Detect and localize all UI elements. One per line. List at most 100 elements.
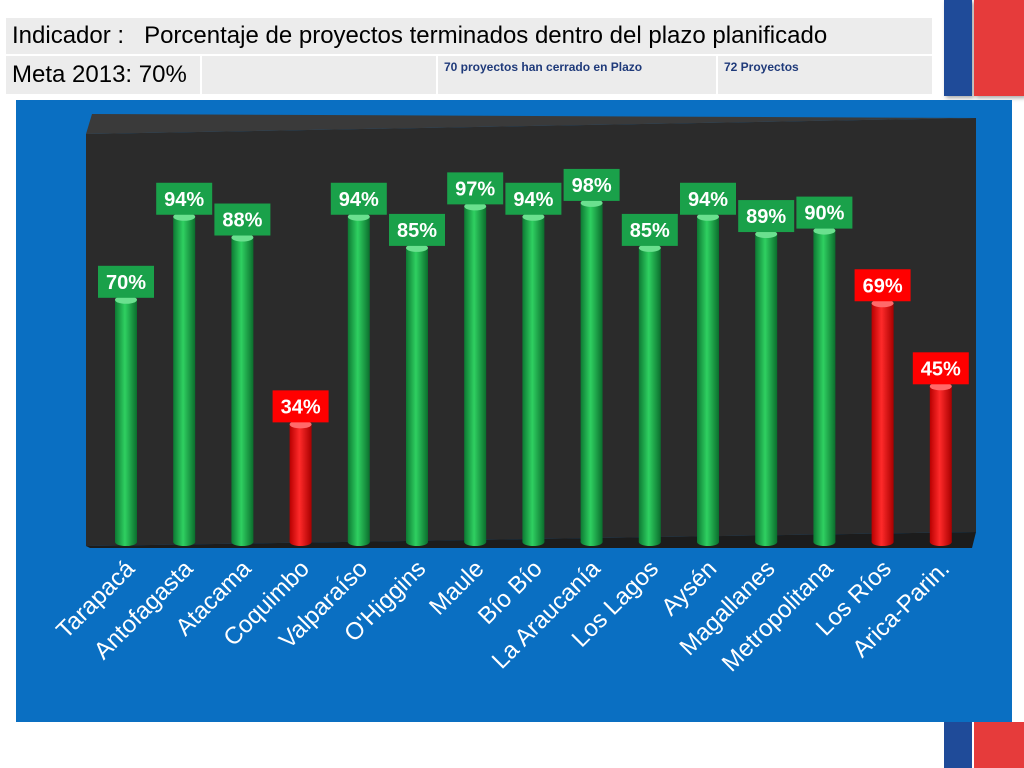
data-label-text: 85% [397, 220, 437, 242]
bar-body [755, 234, 778, 542]
data-label-4: 34% [272, 390, 329, 423]
bar-10 [638, 243, 661, 546]
chart-panel: 70% 94% 88% 34% 94% 85% 97% 94% 98% 85% 94% 89% 90% 6… [16, 100, 1012, 722]
indicator-row: Indicador : Porcentaje de proyectos termi… [3, 16, 935, 56]
data-label-6: 85% [389, 213, 445, 246]
bar-body [929, 386, 952, 542]
data-label-box [738, 200, 795, 233]
bar-cap [697, 212, 719, 221]
bar-base [697, 538, 719, 546]
bar-2 [173, 212, 196, 546]
data-label-10: 85% [621, 213, 678, 246]
bar-base [871, 538, 894, 546]
data-label-text: 98% [572, 175, 612, 197]
bar-12 [755, 230, 778, 546]
data-label-text: 34% [281, 396, 321, 418]
bar-cap [173, 212, 196, 221]
bar-chart: 70% 94% 88% 34% 94% 85% 97% 94% 98% 85% 94% 89% 90% 6… [51, 114, 976, 677]
bar-body [231, 237, 254, 542]
bar-base [929, 538, 952, 546]
indicator-text: Porcentaje de proyectos terminados dentr… [144, 22, 828, 49]
empty-cell [200, 54, 438, 96]
bar-body [173, 216, 196, 542]
data-label-8: 94% [505, 182, 562, 215]
bar-base [522, 538, 545, 546]
data-label-box [156, 182, 213, 215]
bar-11 [697, 212, 719, 546]
data-label-1: 70% [98, 265, 154, 298]
indicator-table: Indicador : Porcentaje de proyectos termi… [3, 16, 935, 96]
data-label-box [621, 213, 678, 246]
bar-body [638, 247, 661, 542]
bar-cap [871, 299, 894, 308]
bar-body [115, 299, 137, 542]
bar-body [464, 206, 487, 542]
bar-base [813, 538, 836, 546]
data-label-7: 97% [447, 172, 504, 205]
bar-7 [464, 202, 487, 546]
category-labels-layer: TarapacáAntofagastaAtacamaCoquimboValpar… [51, 555, 955, 677]
data-label-text: 94% [513, 189, 553, 211]
bar-base [115, 538, 137, 546]
bar-cap [464, 202, 487, 211]
data-label-text: 94% [339, 189, 379, 211]
bar-body [580, 202, 603, 543]
bar-base [580, 538, 603, 546]
data-label-text: 94% [164, 189, 204, 211]
bar-1 [115, 295, 137, 546]
bar-base [231, 538, 254, 546]
data-label-box [272, 390, 329, 423]
data-label-box [214, 203, 271, 236]
data-label-box [912, 352, 969, 385]
meta-row: Meta 2013: 70% 70 proyectos han cerrado … [4, 54, 935, 96]
data-label-9: 98% [563, 168, 620, 201]
data-label-box [389, 213, 445, 246]
bar-4 [289, 420, 312, 546]
bar-body [697, 216, 719, 542]
data-label-box [447, 172, 504, 205]
data-label-box [505, 182, 562, 215]
bar-base [173, 538, 196, 546]
data-label-box [680, 182, 736, 215]
bar-body [406, 247, 428, 542]
bar-body [522, 216, 545, 542]
data-label-12: 89% [738, 200, 795, 233]
indicator-label: Indicador : [12, 22, 125, 49]
bar-body [871, 303, 894, 542]
bar-cap [522, 212, 545, 221]
data-label-15: 45% [912, 352, 969, 385]
total-projects-note: 72 Proyectos [715, 54, 935, 96]
data-label-2: 94% [156, 182, 213, 215]
data-label-text: 45% [921, 358, 961, 380]
indicator-cell: Indicador : Porcentaje de proyectos termi… [3, 16, 935, 56]
data-label-text: 94% [688, 189, 728, 211]
decorative-blue-bar-top [944, 0, 972, 96]
bar-body [813, 230, 836, 542]
bar-base [347, 538, 370, 546]
closed-projects-note: 70 proyectos han cerrado en Plazo [436, 54, 718, 96]
bar-3 [231, 233, 254, 546]
decorative-red-bar-top [974, 0, 1024, 96]
data-label-box [563, 168, 620, 201]
data-label-text: 89% [746, 206, 786, 228]
data-label-box [854, 269, 911, 302]
plot-top-edge [86, 114, 976, 134]
bars-layer [115, 198, 952, 546]
data-label-box [796, 196, 853, 229]
data-label-text: 70% [106, 272, 146, 294]
data-label-3: 88% [214, 203, 271, 236]
data-labels-layer: 70% 94% 88% 34% 94% 85% 97% 94% 98% 85% 94% 89% 90% 6… [98, 168, 969, 423]
bar-9 [580, 198, 603, 546]
bar-base [755, 538, 778, 546]
bar-cap [347, 212, 370, 221]
bar-14 [871, 299, 894, 546]
bar-base [638, 538, 661, 546]
bar-15 [929, 382, 952, 546]
bar-5 [347, 212, 370, 546]
bar-base [406, 538, 428, 546]
data-label-text: 85% [630, 220, 670, 242]
data-label-text: 88% [222, 210, 262, 232]
bar-6 [406, 243, 428, 546]
bar-8 [522, 212, 545, 546]
data-label-text: 90% [804, 203, 844, 225]
